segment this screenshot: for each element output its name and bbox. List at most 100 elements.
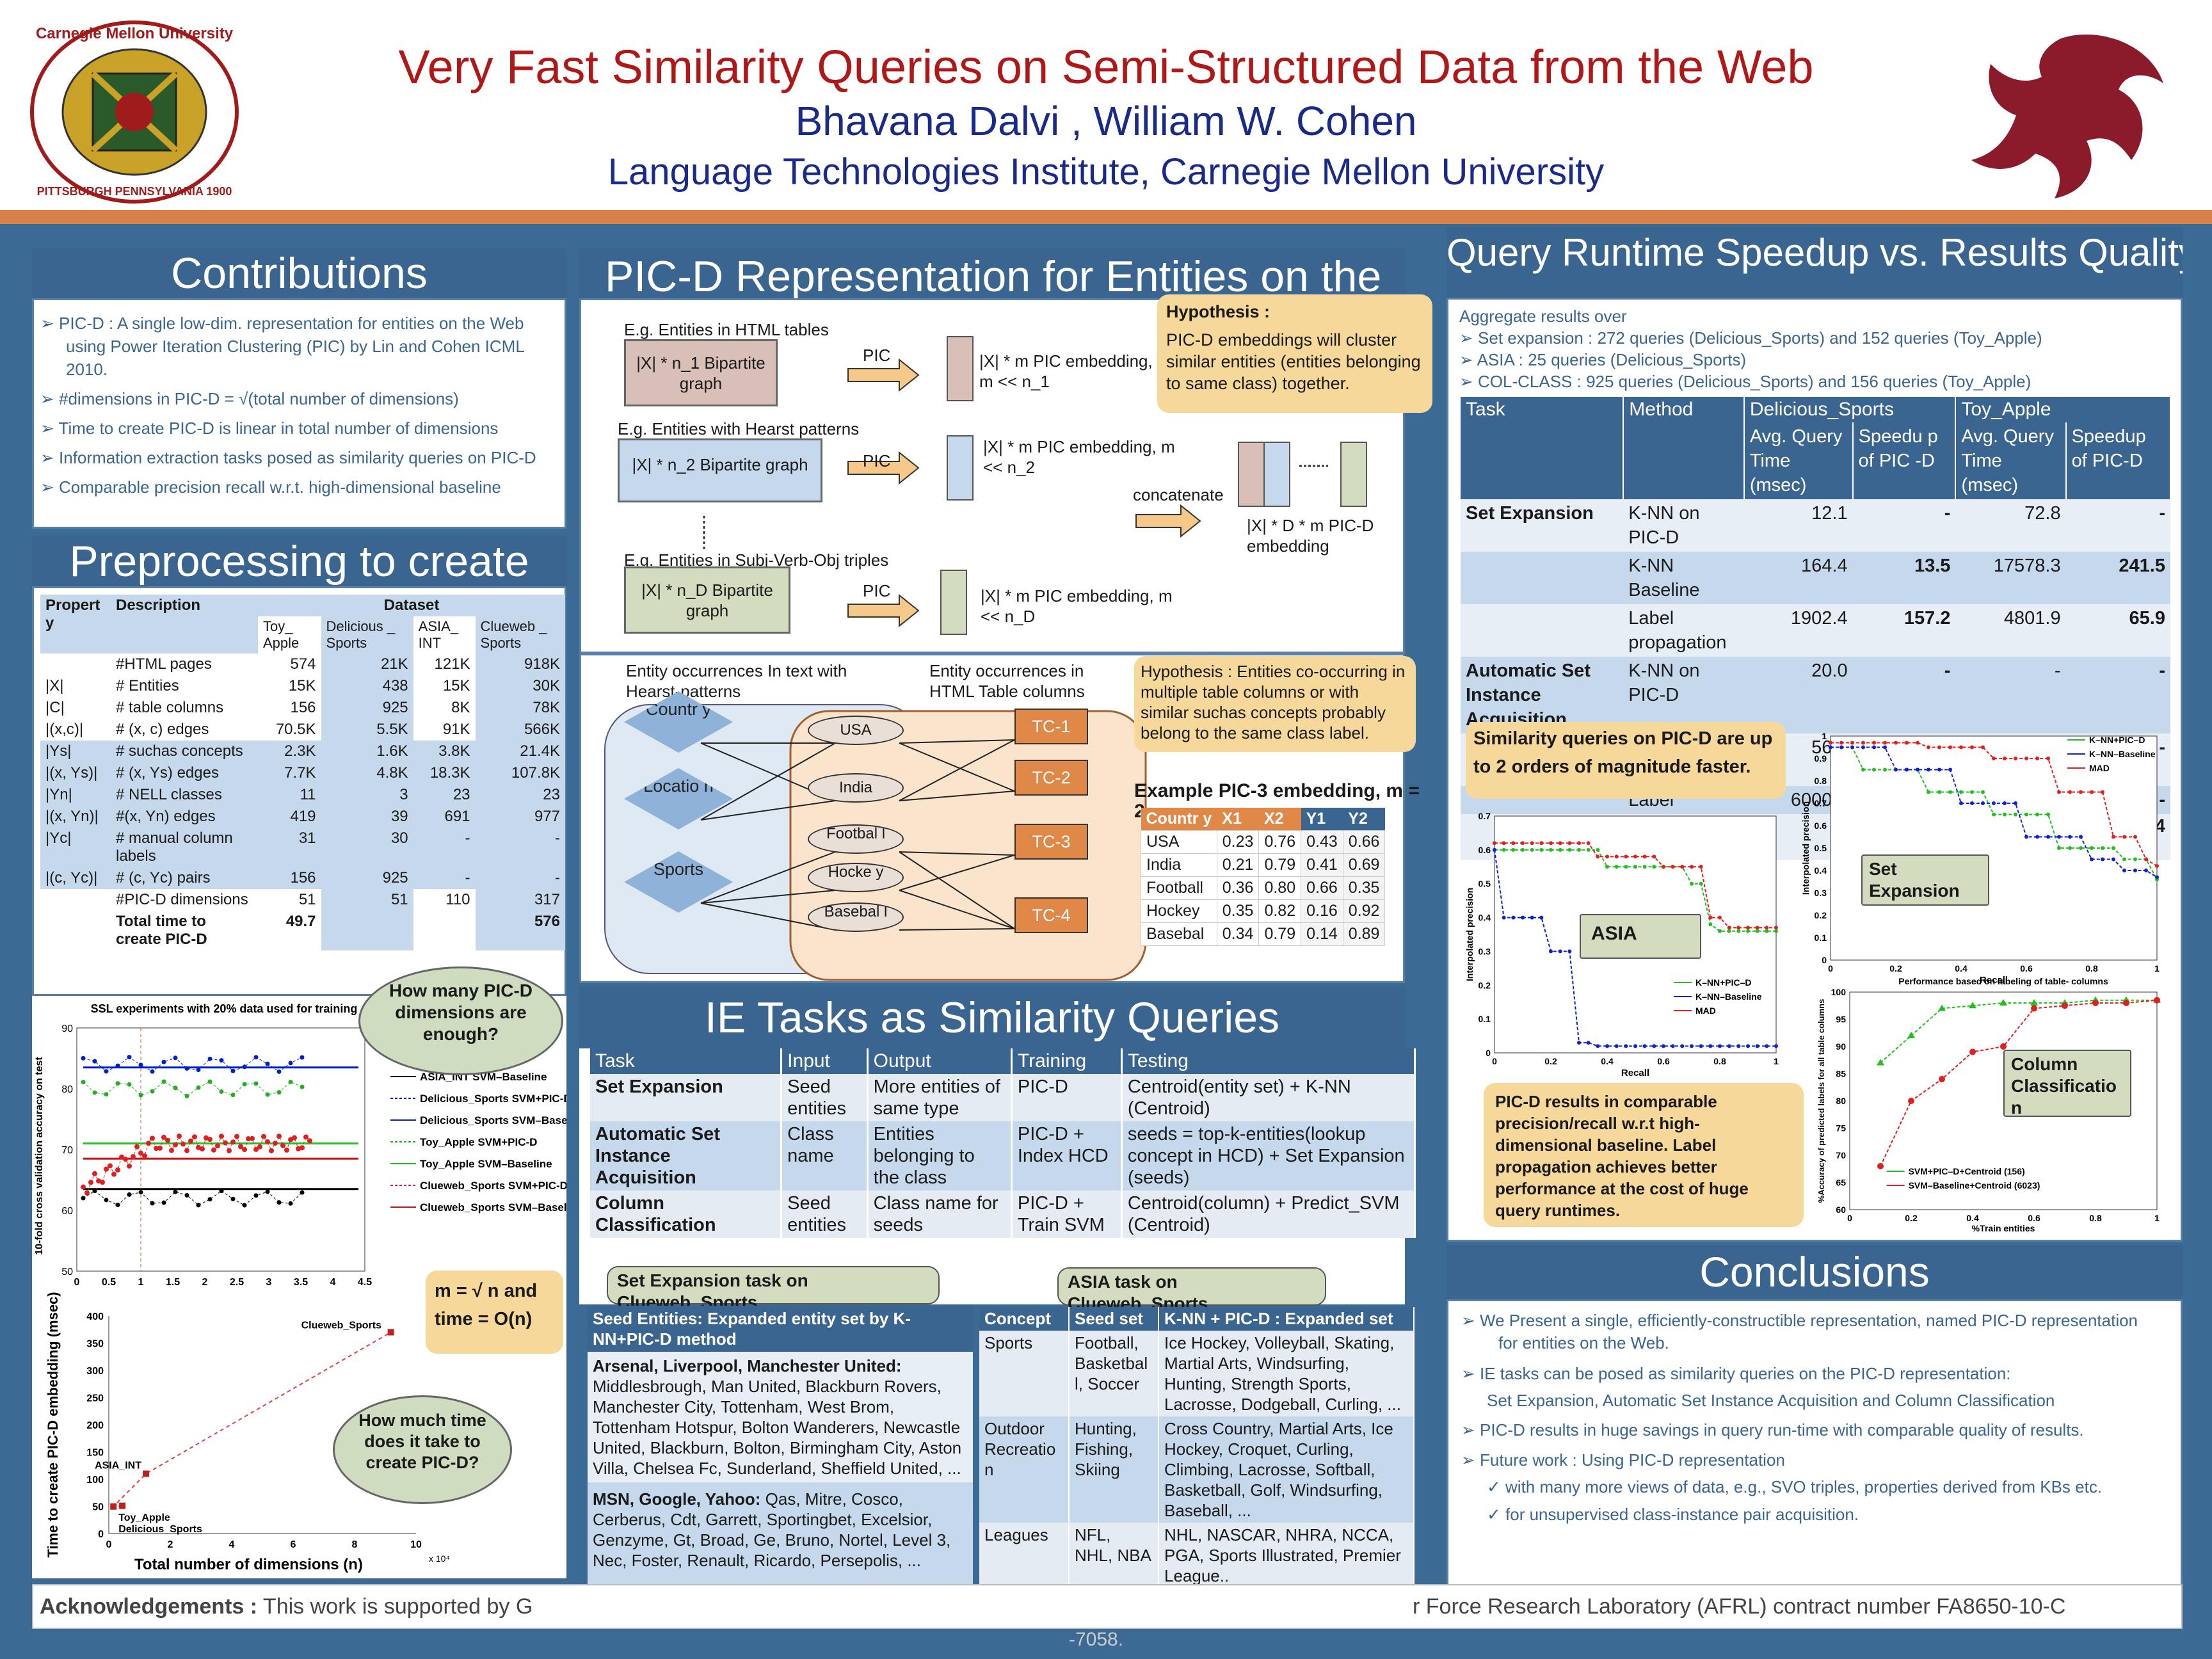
ssl-xtick: 1.5 bbox=[166, 1277, 180, 1288]
prep-cell: 925 bbox=[321, 867, 413, 889]
ssl-point bbox=[265, 1139, 270, 1144]
ssl-point bbox=[276, 1134, 282, 1139]
cc-ytick: 95 bbox=[1836, 1014, 1846, 1025]
ssl-point bbox=[300, 1084, 305, 1089]
pr-point bbox=[1861, 745, 1865, 749]
prep-cell: - bbox=[413, 867, 476, 889]
pr-point bbox=[1642, 854, 1647, 859]
time-ytick: 350 bbox=[86, 1339, 104, 1350]
cc-point bbox=[2030, 999, 2038, 1006]
pr-point bbox=[1883, 741, 1887, 745]
cc-xtick: 0.8 bbox=[2089, 1213, 2102, 1223]
prep-cell: #PIC-D dimensions bbox=[111, 889, 258, 911]
prep-cell: 31 bbox=[258, 828, 321, 867]
pr-point bbox=[1872, 745, 1876, 749]
dataset-stats-table: Propert y Description Dataset Toy_ Apple Del… bbox=[40, 595, 565, 950]
ex-cell: 0.23 bbox=[1216, 830, 1260, 854]
prep-cell: - bbox=[475, 828, 565, 867]
time-xtick: 0 bbox=[106, 1539, 112, 1550]
pr-point bbox=[1948, 745, 1952, 749]
pr-point bbox=[2079, 790, 2083, 794]
pr-legend-label: K–NN+PIC–D bbox=[2089, 735, 2145, 745]
ssl-series-line bbox=[83, 1135, 310, 1194]
complexity-note: m = √ n and time = O(n) bbox=[426, 1270, 563, 1354]
pr-xtick: 0.8 bbox=[2085, 963, 2098, 974]
ssl-ytick: 50 bbox=[61, 1267, 73, 1278]
pr-point bbox=[1872, 767, 1876, 772]
pr-point bbox=[2068, 846, 2072, 850]
ie-cell: PIC-D bbox=[1011, 1074, 1123, 1121]
ssl-series-line bbox=[83, 1081, 303, 1097]
time-ytick: 300 bbox=[86, 1366, 104, 1377]
pr-point bbox=[1642, 865, 1647, 869]
prep-cell: 5.5K bbox=[321, 719, 413, 741]
asia-cell: NFL, NHL, NBA bbox=[1069, 1523, 1159, 1588]
seed-result-2: Qas, Mitre, Cosco, Cerberus, Cdt, Garret… bbox=[593, 1489, 951, 1570]
cc-ytick: 85 bbox=[1836, 1069, 1846, 1079]
pr-point bbox=[2046, 757, 2050, 760]
preprocessing-heading: Preprocessing to create bbox=[32, 536, 566, 586]
prep-cell: 576 bbox=[475, 911, 565, 950]
ssl-xtick: 1 bbox=[138, 1277, 144, 1288]
pr-xtick: 0.2 bbox=[1544, 1056, 1557, 1066]
ssl-point bbox=[230, 1139, 236, 1145]
graph-box-3: |X| * n_D Bipartite graph bbox=[624, 566, 790, 634]
ie-header: Task bbox=[590, 1048, 783, 1074]
time-ytick: 400 bbox=[86, 1311, 104, 1322]
ssl-point bbox=[184, 1093, 189, 1098]
ie-tasks-table: Task Input Output Training Testing Set Expans… bbox=[590, 1048, 1416, 1238]
time-ytick: 200 bbox=[86, 1420, 104, 1431]
ssl-point bbox=[81, 1055, 86, 1061]
concatenate-label: concatenate bbox=[1133, 485, 1224, 504]
poster-authors: Bhavana Dalvi , William W. Cohen bbox=[795, 98, 1417, 144]
pr-point bbox=[1708, 915, 1713, 920]
cmu-seal-logo: Carnegie Mellon University PITTSBURGH PE… bbox=[29, 19, 240, 205]
prep-cell: 7.7K bbox=[258, 762, 321, 784]
prep-cell: 15K bbox=[413, 675, 476, 697]
q-cell: K-NN on PIC-D bbox=[1623, 499, 1744, 552]
conclusions-heading: Conclusions bbox=[1447, 1245, 2183, 1299]
ssl-ytick: 80 bbox=[61, 1084, 73, 1095]
cc-point bbox=[2092, 1000, 2099, 1006]
pr-point bbox=[2101, 846, 2104, 850]
ex-cell: India bbox=[1141, 853, 1217, 877]
concl-bullet-4: Future work : Using PIC-D representation bbox=[1480, 1450, 1785, 1470]
cc-ytick: 100 bbox=[1831, 987, 1847, 997]
pr-point bbox=[1755, 929, 1759, 933]
prep-cell: |(x, Yn)| bbox=[40, 806, 111, 828]
ssl-accuracy-chart: SSL experiments with 20% data used for t… bbox=[34, 1002, 586, 1301]
q-header: Delicious_Sports bbox=[1743, 397, 1957, 422]
ex-cell: 0.69 bbox=[1342, 853, 1386, 877]
pr-point bbox=[1577, 847, 1581, 852]
pr-point bbox=[1511, 915, 1516, 920]
pr-point bbox=[1948, 767, 1952, 772]
cc-point bbox=[1939, 1076, 1945, 1082]
pr-point bbox=[1948, 790, 1952, 794]
q-cell: 1902.4 bbox=[1743, 604, 1853, 657]
ssl-point bbox=[196, 1144, 201, 1150]
ssl-xtick: 3.5 bbox=[294, 1277, 308, 1288]
pr-point bbox=[1530, 915, 1534, 920]
ex-cell: 0.92 bbox=[1342, 899, 1386, 923]
q-cell: K-NN on PIC-D bbox=[1623, 657, 1744, 733]
cc-point bbox=[1877, 1059, 1884, 1066]
pr-point bbox=[1530, 841, 1534, 846]
pr-ylabel: Interpolated precision bbox=[1464, 888, 1475, 981]
prep-cell: 691 bbox=[413, 806, 476, 828]
pr-point bbox=[1586, 847, 1591, 852]
cc-series-baseline bbox=[1880, 999, 2158, 1167]
ex-cell: 0.21 bbox=[1216, 853, 1260, 877]
ex-cell: 0.34 bbox=[1216, 922, 1260, 946]
ssl-legend-label: Clueweb_Sports SVM+PIC-D bbox=[420, 1180, 566, 1192]
contrib-bullet-1b: using Power Iteration Clustering (PIC) b… bbox=[66, 337, 524, 379]
ssl-point bbox=[288, 1137, 293, 1142]
concl-bullet-2b: Set Expansion, Automatic Set Instance Ac… bbox=[1487, 1391, 2055, 1410]
pr-point bbox=[2024, 812, 2028, 817]
example-html-tables: E.g. Entities in HTML tables bbox=[624, 320, 829, 339]
cc-point bbox=[2031, 1005, 2037, 1012]
prep-cell: 11 bbox=[258, 784, 321, 806]
pr-point bbox=[2068, 790, 2072, 794]
prep-cell: 49.7 bbox=[258, 911, 321, 950]
prep-cell: 110 bbox=[413, 889, 476, 911]
q-cell: K-NN Baseline bbox=[1623, 552, 1744, 604]
